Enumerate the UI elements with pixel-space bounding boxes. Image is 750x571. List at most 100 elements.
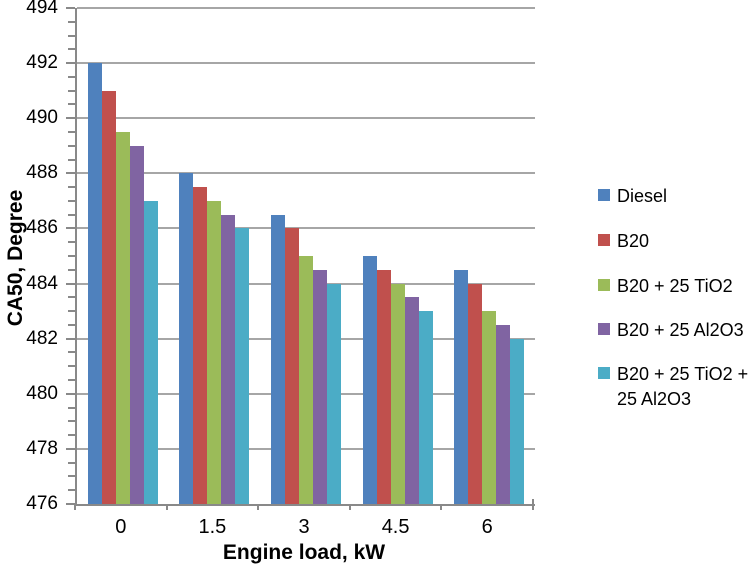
y-axis-minor-tick xyxy=(68,213,75,216)
y-axis-minor-tick xyxy=(68,89,75,92)
x-axis-tick xyxy=(257,504,260,510)
y-axis-minor-tick xyxy=(68,7,75,9)
y-axis-minor-tick xyxy=(68,323,75,326)
legend-swatch xyxy=(598,189,610,201)
y-axis-minor-tick xyxy=(68,434,75,437)
legend-swatch xyxy=(598,323,610,335)
x-tick-label: 6 xyxy=(481,516,493,538)
y-axis-minor-tick xyxy=(68,34,75,37)
y-axis-minor-tick xyxy=(68,461,75,464)
y-axis-minor-tick xyxy=(68,503,75,505)
bar-diesel xyxy=(454,269,469,504)
gridline xyxy=(77,117,535,120)
legend-swatch xyxy=(598,367,610,379)
y-axis-minor-tick xyxy=(68,158,75,161)
plot-area xyxy=(75,7,535,506)
y-axis-minor-tick xyxy=(68,48,75,51)
y-tick-label: 478 xyxy=(26,437,58,459)
y-axis-minor-tick xyxy=(68,337,75,340)
bar-b20-25-al2o3 xyxy=(496,324,511,504)
bar-b20-25-tio2-25-al2o3 xyxy=(510,338,525,504)
y-axis-minor-tick xyxy=(68,172,75,175)
bar-b20-25-al2o3 xyxy=(221,214,236,504)
bar-b20-25-tio2 xyxy=(390,283,405,504)
bar-b20 xyxy=(376,269,391,504)
y-tick-label: 482 xyxy=(26,327,58,349)
bar-b20 xyxy=(285,228,299,504)
x-axis-tick xyxy=(348,504,351,510)
x-axis-tick xyxy=(165,504,168,510)
bar-diesel xyxy=(271,214,285,504)
bar-b20-25-tio2 xyxy=(115,132,130,504)
x-tick-label: 4.5 xyxy=(381,516,410,538)
y-axis-minor-tick xyxy=(68,489,75,492)
x-tick-label: 3 xyxy=(298,516,310,538)
gridline xyxy=(77,172,535,175)
x-axis-end-tick xyxy=(532,499,534,504)
bar-b20-25-tio2-25-al2o3 xyxy=(143,200,158,504)
y-axis-minor-tick xyxy=(68,475,75,478)
legend-swatch xyxy=(598,234,610,246)
y-axis-minor-tick xyxy=(68,131,75,133)
y-axis-minor-tick xyxy=(68,392,75,395)
bar-diesel xyxy=(362,256,377,504)
y-tick-label: 488 xyxy=(26,162,58,184)
y-axis-minor-tick xyxy=(68,406,75,409)
bar-diesel xyxy=(179,173,194,504)
bar-b20-25-al2o3 xyxy=(404,297,419,504)
legend-label: B20 xyxy=(617,231,650,251)
y-axis-minor-tick xyxy=(68,241,75,244)
bar-b20-25-tio2-25-al2o3 xyxy=(235,228,250,504)
y-tick-label: 480 xyxy=(26,382,58,404)
legend-item: B20 + 25 TiO2 xyxy=(598,274,750,328)
y-axis-minor-tick xyxy=(68,103,75,106)
y-axis-minor-tick xyxy=(68,420,75,423)
gridline xyxy=(77,62,535,65)
bar-b20-25-tio2 xyxy=(207,200,222,504)
x-axis-tick xyxy=(532,504,534,510)
x-axis-tick xyxy=(74,504,76,510)
bar-b20 xyxy=(193,187,208,504)
y-tick-label: 476 xyxy=(26,493,58,514)
y-tick-label: 484 xyxy=(26,272,58,294)
bar-b20-25-tio2 xyxy=(299,256,313,504)
legend-swatch xyxy=(598,279,610,291)
y-axis-minor-tick xyxy=(68,379,75,381)
legend-label: B20 + 25 Al2O3 xyxy=(617,320,744,340)
y-axis-minor-tick xyxy=(68,365,75,368)
bar-b20 xyxy=(101,90,116,504)
y-tick-label: 486 xyxy=(26,217,58,239)
gridline xyxy=(77,7,535,9)
y-axis-minor-tick xyxy=(68,310,75,313)
y-tick-label: 494 xyxy=(26,0,58,18)
y-tick-label: 490 xyxy=(26,107,58,129)
bar-b20 xyxy=(468,283,483,504)
legend-item: B20 xyxy=(598,229,750,283)
legend: Diesel B20 B20 + 25 TiO2 B20 + 25 Al2O3 B20 … xyxy=(598,0,750,571)
legend-label: Diesel xyxy=(617,186,668,206)
x-axis-title: Engine load, kW xyxy=(222,541,386,564)
y-tick-label: 492 xyxy=(26,52,58,74)
y-axis-minor-tick xyxy=(68,268,75,271)
y-axis-minor-tick xyxy=(68,227,75,230)
y-axis-minor-tick xyxy=(68,282,75,285)
bar-b20-25-al2o3 xyxy=(313,269,327,504)
y-axis-minor-tick xyxy=(68,75,75,78)
bar-b20-25-tio2 xyxy=(482,311,497,504)
y-axis-minor-tick xyxy=(68,296,75,299)
bar-b20-25-al2o3 xyxy=(129,145,144,504)
y-axis-minor-tick xyxy=(68,199,75,202)
x-tick-label: 1.5 xyxy=(198,516,227,538)
y-axis-minor-tick xyxy=(68,144,75,147)
legend-item: Diesel xyxy=(598,184,750,238)
bar-diesel xyxy=(87,63,102,504)
y-axis-minor-tick xyxy=(68,186,75,189)
y-axis-minor-tick xyxy=(68,255,75,257)
bar-b20-25-tio2-25-al2o3 xyxy=(418,311,433,504)
y-axis-minor-tick xyxy=(68,20,75,23)
y-axis-minor-tick xyxy=(68,117,75,120)
y-axis-minor-tick xyxy=(68,351,75,354)
legend-item: B20 + 25 Al2O3 xyxy=(598,318,750,372)
legend-label: B20 + 25 TiO2 xyxy=(617,276,733,296)
